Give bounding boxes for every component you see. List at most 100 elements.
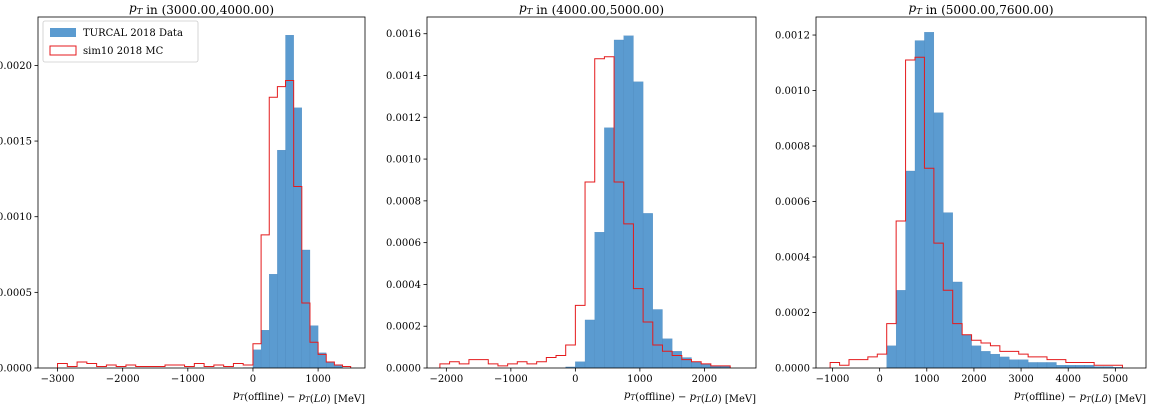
data-bar (701, 363, 711, 368)
chart-title: pT in (5000.00,7600.00) (908, 1, 1053, 17)
x-tick-label: −2000 (106, 374, 140, 385)
legend-swatch-data (50, 28, 76, 37)
x-tick-label: −1000 (494, 374, 528, 385)
data-bar (1065, 365, 1076, 368)
y-tick-label: 0.0010 (775, 86, 810, 97)
plot-frame (37, 16, 366, 369)
x-tick-label: 1000 (627, 374, 652, 385)
plot-frame (815, 16, 1147, 369)
data-bar (652, 309, 663, 368)
legend-box (42, 20, 199, 63)
data-bar (309, 325, 319, 368)
data-bar (691, 361, 702, 368)
x-axis-label: pT(offline) − pT(L0) [MeV] (624, 390, 756, 405)
data-bar (1075, 365, 1085, 368)
y-tick-label: 0.0012 (386, 113, 421, 124)
legend: TURCAL 2018 Data sim10 2018 MC (42, 20, 199, 63)
plot-area (829, 32, 1123, 368)
data-bar (1056, 365, 1067, 368)
data-bar (277, 149, 286, 368)
x-tick-label: 2000 (961, 374, 986, 385)
data-bar (1027, 362, 1038, 368)
data-bar (886, 345, 897, 368)
y-tick-label: 0.0000 (775, 364, 810, 375)
mc-step-line (829, 56, 1123, 368)
y-tick-label: 0.0015 (0, 137, 32, 148)
y-tick-label: 0.0020 (0, 61, 32, 72)
y-tick-label: 0.0004 (386, 280, 421, 291)
x-tick-label: 0 (572, 374, 578, 385)
data-bar (952, 281, 963, 368)
data-bar (681, 357, 692, 368)
data-bar (613, 39, 624, 368)
data-bar (895, 290, 906, 368)
y-tick-label: 0.0004 (775, 253, 810, 264)
data-bar (1009, 359, 1019, 368)
panel-pt-3000-4000: −3000 −2000 −1000 0 1000 0.0000 0.0005 0.0010 0.… (0, 1, 366, 405)
data-bar (1018, 359, 1029, 368)
data-bar (604, 127, 615, 368)
data-bar (924, 32, 935, 368)
x-tick-label: −1000 (171, 374, 205, 385)
x-tick-label: 0 (876, 374, 882, 385)
y-tick-label: 0.0006 (386, 238, 421, 249)
data-bar (980, 351, 991, 368)
y-tick-label: 0.0002 (386, 322, 421, 333)
data-bar (575, 361, 586, 368)
y-tick-label: 0.0010 (0, 212, 32, 223)
legend-swatch-mc (49, 45, 77, 56)
x-tick-label: −1000 (816, 374, 850, 385)
data-bar (642, 213, 653, 368)
data-bar (1046, 362, 1057, 368)
y-tick-label: 0.0005 (0, 288, 32, 299)
y-tick-label: 0.0016 (386, 29, 421, 40)
y-tick-label: 0.0012 (775, 31, 810, 42)
data-bar (260, 330, 270, 368)
x-axis-label: pT(offline) − pT(L0) [MeV] (233, 390, 365, 405)
x-tick-label: 4000 (1055, 374, 1080, 385)
data-bar (971, 345, 982, 368)
y-tick-label: 0.0000 (386, 364, 421, 375)
data-bar (301, 249, 311, 368)
panel-pt-4000-5000: −2000 −1000 0 1000 2000 0.0000 0.0002 0.0004 0.0… (386, 1, 757, 405)
data-bar (961, 334, 972, 368)
x-axis-label: pT(offline) − pT(L0) [MeV] (1014, 390, 1146, 405)
data-bar (905, 170, 916, 368)
x-tick-label: 0 (250, 374, 256, 385)
y-tick-label: 0.0008 (775, 142, 810, 153)
x-tick-label: 3000 (1008, 374, 1033, 385)
data-bar (269, 274, 278, 368)
data-bar (914, 40, 925, 368)
legend-label-data: TURCAL 2018 Data (83, 28, 183, 39)
data-bar (326, 361, 335, 368)
data-bar (633, 81, 644, 368)
data-bar (285, 35, 294, 368)
x-tick-label: 1000 (305, 374, 330, 385)
data-bar (1084, 365, 1095, 368)
y-tick-label: 0.0010 (386, 155, 421, 166)
chart-title: pT in (3000.00,4000.00) (129, 1, 274, 17)
data-bar (594, 232, 605, 368)
data-bar (671, 351, 682, 368)
y-tick-label: 0.0002 (775, 308, 810, 319)
mc-step-line (439, 56, 731, 368)
data-bar (1037, 362, 1048, 368)
data-bar (317, 352, 327, 368)
x-tick-label: −2000 (429, 374, 463, 385)
data-bar (584, 319, 595, 368)
data-bar (990, 353, 1001, 368)
data-bar (623, 35, 634, 368)
mc-step-line (57, 80, 352, 368)
y-tick-label: 0.0014 (386, 71, 421, 82)
x-tick-label: 2000 (692, 374, 717, 385)
y-tick-label: 0.0008 (386, 196, 421, 207)
data-bar (933, 112, 944, 368)
plot-area (439, 35, 731, 368)
legend-label-mc: sim10 2018 MC (83, 46, 164, 57)
data-bar (293, 107, 302, 368)
data-bar (999, 356, 1010, 368)
x-tick-label: −3000 (41, 374, 75, 385)
chart-title: pT in (4000.00,5000.00) (519, 1, 664, 17)
x-tick-label: 5000 (1103, 374, 1128, 385)
